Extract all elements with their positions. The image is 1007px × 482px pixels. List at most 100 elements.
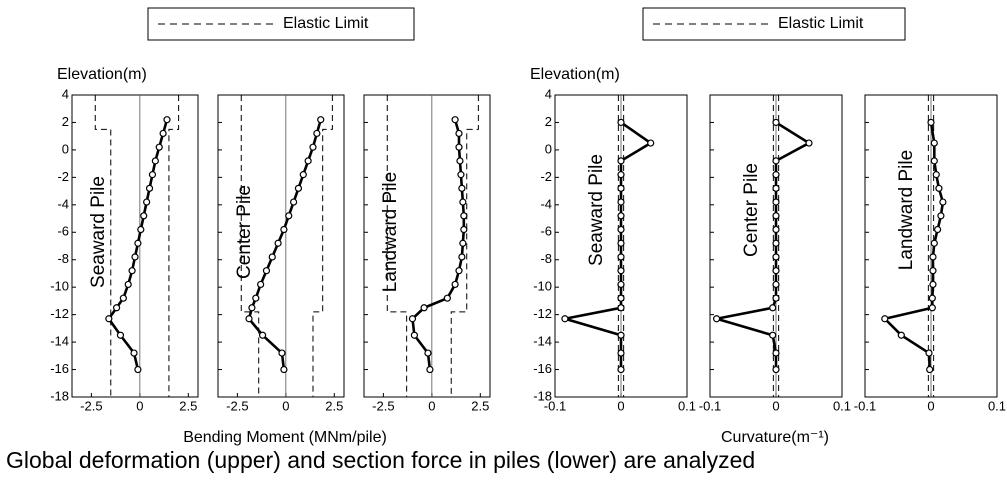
y-tick-label: -10 — [533, 279, 552, 294]
data-point — [928, 294, 936, 302]
data-point — [458, 184, 466, 192]
data-point — [769, 331, 777, 339]
data-point — [112, 304, 121, 312]
data-point — [128, 267, 136, 275]
caption: Global deformation (upper) and section f… — [6, 447, 755, 473]
data-point — [408, 315, 417, 323]
x-tick-label: 0 — [927, 398, 934, 413]
x-tick-label: -2.5 — [226, 398, 248, 413]
data-point — [299, 171, 307, 179]
data-point — [937, 212, 945, 220]
pile-label: Center Pile — [234, 185, 255, 279]
data-point — [617, 239, 625, 247]
data-point — [456, 157, 464, 165]
pile-label: Seaward Pile — [586, 154, 607, 266]
x-tick-label: 0.1 — [988, 398, 1006, 413]
data-point — [280, 225, 288, 234]
data-point — [772, 171, 780, 179]
y-tick-label: 0 — [545, 141, 552, 156]
elastic-limit — [94, 95, 112, 397]
data-point — [134, 239, 142, 247]
data-point — [119, 294, 127, 302]
y-axis-label: Elevation(m) — [57, 66, 147, 83]
x-tick-label: -0.1 — [544, 398, 566, 413]
x-tick-label: 0 — [136, 398, 143, 413]
data-point — [105, 315, 113, 323]
data-point — [460, 212, 468, 220]
data-point — [285, 212, 293, 220]
data-point — [257, 280, 265, 289]
data-point — [617, 365, 625, 374]
y-tick-label: -12 — [50, 306, 69, 321]
pile-label: Landward Pile — [896, 150, 917, 270]
y-tick-label: -2 — [540, 169, 552, 184]
x-tick-label: 0.1 — [833, 398, 851, 413]
data-point — [772, 294, 780, 302]
y-tick-label: -10 — [50, 279, 69, 294]
data-point — [617, 157, 625, 165]
data-point — [159, 129, 167, 138]
x-tick-label: -0.1 — [699, 398, 721, 413]
x-tick-label: 0 — [772, 398, 779, 413]
data-point — [928, 304, 936, 312]
data-point — [268, 253, 276, 261]
elastic-limit — [312, 95, 333, 397]
data-point — [274, 239, 282, 247]
data-point — [145, 184, 154, 192]
data-point — [929, 267, 937, 275]
data-point — [805, 139, 813, 147]
x-axis-label: Bending Moment (MNm/pile) — [183, 429, 387, 446]
data-point — [258, 331, 267, 339]
data-point — [304, 157, 312, 165]
y-tick-label: -2 — [57, 169, 69, 184]
x-tick-label: -2.5 — [372, 398, 394, 413]
data-point — [772, 198, 780, 206]
data-point — [617, 198, 625, 206]
data-point — [451, 116, 459, 124]
data-point — [772, 212, 780, 220]
data-point — [927, 118, 935, 127]
y-tick-label: 2 — [545, 114, 552, 129]
data-point — [772, 349, 780, 357]
data-point — [294, 184, 303, 192]
data-point — [772, 365, 780, 374]
data-point — [935, 184, 943, 192]
data-point — [772, 280, 780, 289]
y-tick-label: -16 — [50, 361, 69, 376]
y-tick-label: -6 — [57, 224, 69, 239]
data-point — [772, 225, 780, 234]
data-point — [455, 143, 463, 151]
data-point — [933, 225, 942, 234]
response-line — [564, 121, 654, 370]
data-point — [617, 294, 625, 302]
y-tick-label: -14 — [50, 334, 69, 349]
data-point — [148, 171, 157, 179]
data-point — [769, 304, 777, 312]
data-point — [930, 239, 938, 247]
data-point — [897, 331, 905, 339]
legend-box — [642, 7, 906, 41]
data-point — [772, 184, 780, 192]
y-tick-label: -18 — [50, 388, 69, 403]
data-point — [617, 331, 625, 339]
data-point — [458, 253, 466, 261]
data-point — [410, 331, 418, 339]
x-tick-label: 2.5 — [471, 398, 489, 413]
legend-label: Elastic Limit — [778, 15, 864, 32]
data-point — [617, 267, 625, 275]
data-point — [155, 143, 163, 151]
data-point — [278, 349, 286, 357]
data-point — [772, 118, 780, 127]
pile-label: Seaward Pile — [88, 176, 109, 288]
x-tick-label: 0 — [428, 398, 435, 413]
data-point — [248, 304, 256, 312]
y-tick-label: -12 — [533, 306, 552, 321]
data-point — [929, 280, 937, 289]
data-point — [252, 294, 260, 302]
data-point — [459, 239, 467, 247]
data-point — [460, 225, 468, 234]
response-line — [247, 119, 322, 370]
data-point — [163, 116, 171, 124]
y-axis-label: Elevation(m) — [530, 66, 620, 83]
data-point — [772, 267, 780, 275]
